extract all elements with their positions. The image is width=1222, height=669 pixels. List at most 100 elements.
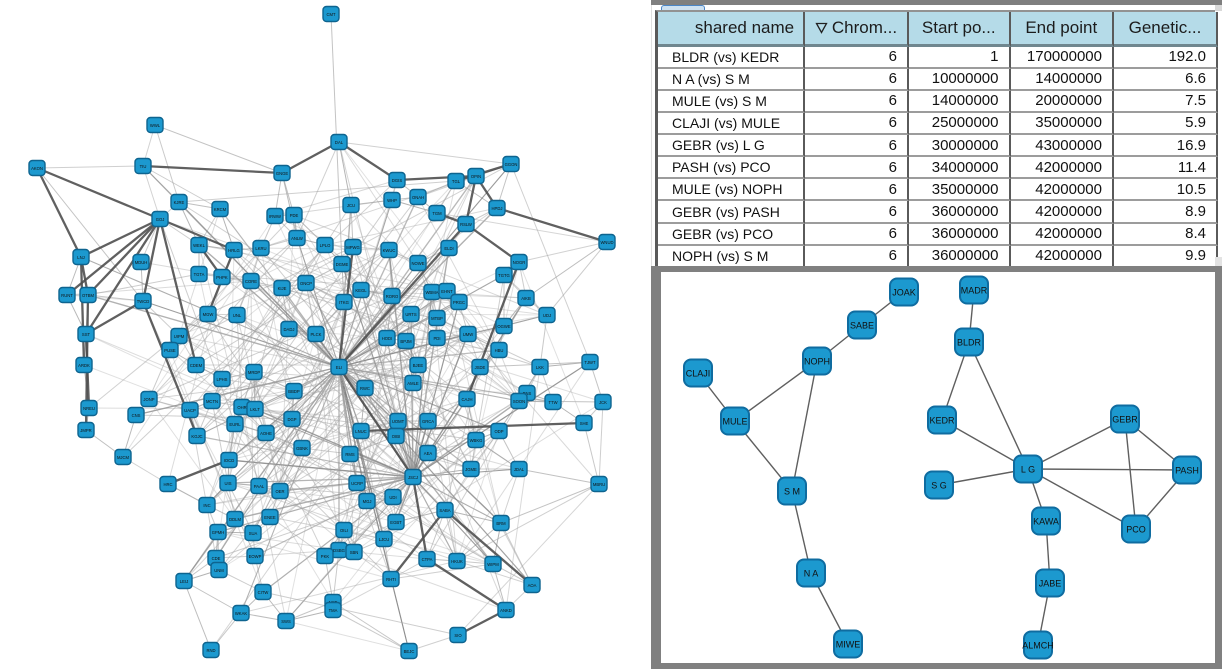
svg-text:HODI: HODI	[382, 336, 392, 341]
svg-text:WBMA: WBMA	[425, 290, 438, 295]
svg-text:UNM: UNM	[214, 568, 224, 573]
svg-text:WIPM: WIPM	[487, 562, 499, 567]
svg-text:IOCD: IOCD	[224, 458, 234, 463]
svg-text:CTPA: CTPA	[422, 557, 433, 562]
svg-text:HPDJ: HPDJ	[492, 206, 503, 211]
svg-text:NOWE: NOWE	[411, 261, 424, 266]
svg-text:LNJ: LNJ	[77, 255, 84, 260]
svg-text:EGBT: EGBT	[390, 520, 402, 525]
svg-text:BNS: BNS	[523, 391, 532, 396]
svg-text:DAL: DAL	[335, 140, 344, 145]
svg-text:PHPK: PHPK	[216, 275, 228, 280]
svg-text:UMW: UMW	[463, 332, 474, 337]
svg-text:ARDK: ARDK	[78, 363, 90, 368]
svg-text:JSCJ: JSCJ	[408, 475, 418, 480]
svg-text:OER: OER	[275, 489, 284, 494]
svg-text:AKON: AKON	[31, 166, 43, 171]
svg-text:KWUC: KWUC	[383, 248, 396, 253]
svg-text:DGIS: DGIS	[392, 178, 402, 183]
svg-text:AOA: AOA	[528, 583, 537, 588]
svg-text:TGTA: TGTA	[194, 272, 205, 277]
svg-text:JGME: JGME	[465, 467, 477, 472]
svg-text:WBKG: WBKG	[470, 438, 483, 443]
svg-text:GRCA: GRCA	[422, 419, 434, 424]
svg-text:ONAH: ONAH	[412, 195, 424, 200]
svg-text:OTBM: OTBM	[82, 293, 95, 298]
svg-text:N A: N A	[804, 569, 819, 579]
svg-text:SIO: SIO	[454, 633, 462, 638]
svg-text:TGTG: TGTG	[498, 273, 510, 278]
svg-text:GNGE: GNGE	[276, 171, 289, 176]
svg-text:AMLE: AMLE	[407, 381, 419, 386]
svg-text:AOHE: AOHE	[260, 431, 272, 436]
svg-text:UIPM: UIPM	[174, 334, 185, 339]
svg-text:JSDE: JSDE	[475, 365, 486, 370]
svg-text:OHR: OHR	[237, 405, 246, 410]
svg-text:SABA: SABA	[439, 508, 450, 513]
svg-text:MGJ: MGJ	[363, 499, 372, 504]
svg-text:ODP: ODP	[494, 429, 503, 434]
svg-text:WKAK: WKAK	[235, 611, 248, 616]
svg-text:OGWE: OGWE	[497, 324, 510, 329]
svg-text:GBNK: GBNK	[296, 446, 308, 451]
svg-text:ELDI: ELDI	[444, 246, 453, 251]
svg-text:INC: INC	[203, 503, 210, 508]
svg-text:RND: RND	[206, 648, 215, 653]
svg-text:GEBR: GEBR	[1112, 415, 1138, 425]
svg-text:BBDP: BBDP	[288, 389, 300, 394]
svg-text:OPIN: OPIN	[471, 174, 481, 179]
svg-text:MTBP: MTBP	[431, 316, 443, 321]
svg-text:KEGL: KEGL	[355, 288, 367, 293]
svg-text:LJCU: LJCU	[379, 537, 389, 542]
svg-text:LKK: LKK	[536, 365, 544, 370]
svg-text:PDI: PDI	[434, 336, 441, 341]
svg-text:PAAL: PAAL	[254, 484, 265, 489]
svg-text:SOON: SOON	[513, 399, 525, 404]
svg-text:HRLG: HRLG	[228, 248, 240, 253]
svg-text:JMPR: JMPR	[80, 428, 91, 433]
svg-text:MCTN: MCTN	[206, 399, 218, 404]
svg-text:ANLW: ANLW	[291, 236, 303, 241]
svg-text:HKUK: HKUK	[451, 559, 463, 564]
svg-text:RHTI: RHTI	[386, 577, 396, 582]
svg-text:MBRU: MBRU	[593, 482, 605, 487]
svg-text:UCRP: UCRP	[351, 481, 363, 486]
svg-text:ELI: ELI	[336, 365, 342, 370]
svg-text:KIJE: KIJE	[278, 286, 287, 291]
svg-text:WNUD: WNUD	[600, 240, 613, 245]
svg-text:S M: S M	[784, 487, 800, 497]
svg-text:SWS: SWS	[281, 619, 291, 624]
svg-text:DSBG: DSBG	[333, 548, 345, 553]
svg-text:CAJH: CAJH	[462, 397, 473, 402]
svg-text:NOPH: NOPH	[804, 357, 830, 367]
svg-text:TGL: TGL	[452, 179, 461, 184]
svg-text:JCU: JCU	[347, 203, 355, 208]
svg-text:BPJM: BPJM	[400, 339, 412, 344]
svg-text:TTW: TTW	[548, 400, 557, 405]
svg-text:BLDR: BLDR	[957, 338, 982, 348]
svg-text:PLCK: PLCK	[311, 332, 322, 337]
svg-text:SABE: SABE	[850, 321, 874, 331]
svg-text:MULE: MULE	[722, 417, 747, 427]
svg-text:CMT: CMT	[326, 12, 336, 17]
svg-text:KEDR: KEDR	[929, 416, 955, 426]
svg-text:TMA: TMA	[329, 608, 338, 613]
svg-text:GOJ: GOJ	[156, 217, 165, 222]
svg-text:CORE: CORE	[245, 279, 257, 284]
svg-text:MIWE: MIWE	[836, 640, 861, 650]
svg-text:ITKG: ITKG	[339, 300, 349, 305]
svg-text:WWL: WWL	[150, 123, 161, 128]
svg-text:DADJ: DADJ	[284, 327, 295, 332]
svg-text:OILI: OILI	[340, 528, 348, 533]
svg-text:DGP: DGP	[287, 417, 296, 422]
svg-text:MJCM: MJCM	[117, 455, 130, 460]
svg-text:JONP: JONP	[143, 397, 154, 402]
svg-text:RMS: RMS	[345, 452, 355, 457]
svg-text:ANKD: ANKD	[500, 608, 512, 613]
svg-text:GPMH: GPMH	[212, 530, 225, 535]
svg-text:TGM: TGM	[432, 211, 442, 216]
svg-text:UOMT: UOMT	[392, 419, 405, 424]
svg-text:KGJC: KGJC	[191, 434, 202, 439]
svg-text:AIKB: AIKB	[521, 296, 531, 301]
svg-text:HBU: HBU	[495, 348, 504, 353]
